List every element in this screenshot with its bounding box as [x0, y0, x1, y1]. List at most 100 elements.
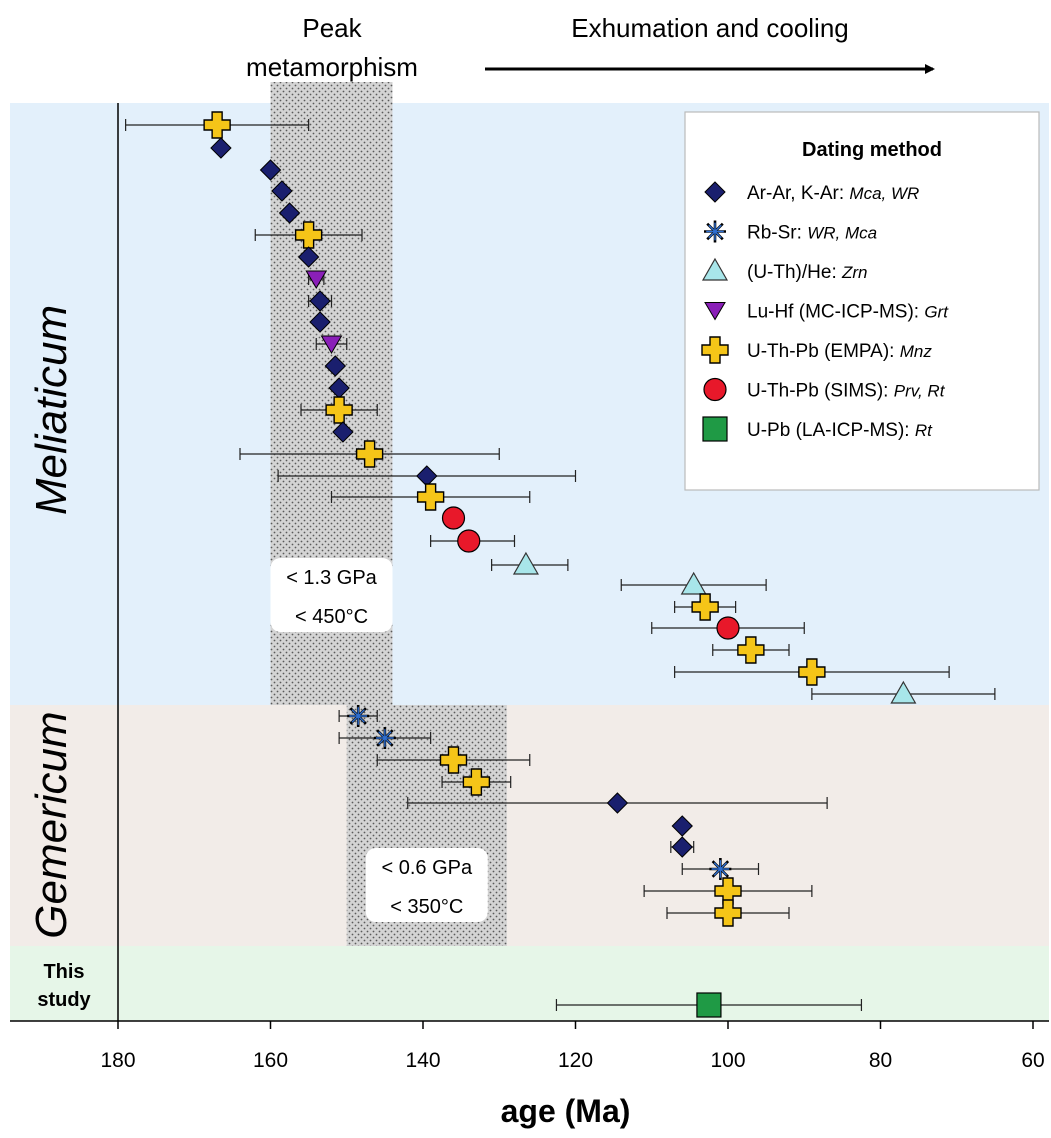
legend-label: (U-Th)/He: Zrn — [747, 262, 868, 283]
legend-entry-laicp: U-Pb (LA-ICP-MS): Rt — [702, 416, 933, 442]
x-tick-label: 80 — [869, 1049, 892, 1072]
data-point — [712, 636, 790, 664]
marker-ar — [606, 792, 629, 814]
data-point — [674, 658, 950, 686]
marker-luhf — [305, 270, 328, 289]
pt-label-box — [270, 558, 393, 632]
marker-laicp — [696, 992, 722, 1018]
exhumation-label: Exhumation and cooling — [571, 13, 849, 43]
marker-ar — [671, 836, 693, 858]
marker-ar — [309, 290, 331, 312]
marker-empa — [416, 483, 445, 511]
marker-rbsr — [709, 858, 732, 880]
x-tick-label: 100 — [710, 1049, 745, 1072]
data-point — [681, 858, 760, 880]
data-point — [300, 396, 378, 424]
marker-empa — [203, 111, 231, 139]
marker-uthhe — [680, 571, 707, 595]
marker-ar — [332, 421, 354, 443]
marker-empa — [294, 221, 323, 249]
marker-ar — [259, 159, 282, 181]
data-point — [651, 616, 805, 640]
marker-sims — [703, 377, 727, 402]
data-point — [430, 529, 516, 553]
data-point — [441, 506, 466, 530]
marker-uthhe — [512, 551, 539, 575]
data-point — [277, 465, 577, 487]
marker-empa — [701, 336, 729, 364]
data-point — [811, 680, 996, 704]
data-point — [308, 290, 333, 312]
data-point — [670, 836, 695, 858]
pt-label: < 0.6 GPa — [382, 857, 473, 879]
marker-laicp — [702, 416, 728, 442]
marker-rbsr — [347, 705, 370, 727]
marker-luhf — [320, 335, 343, 354]
data-point — [297, 246, 320, 268]
legend-box — [684, 111, 1040, 491]
legend-entry-sims: U-Th-Pb (SIMS): Prv, Rt — [703, 377, 946, 402]
legend-entry-uthhe: (U-Th)/He: Zrn — [701, 257, 868, 283]
data-point — [338, 727, 432, 749]
data-point — [332, 421, 354, 443]
data-point — [671, 815, 693, 837]
data-point — [210, 137, 232, 159]
band-label-meliaticum: Meliaticum — [27, 305, 76, 515]
legend-entry-rbsr: Rb-Sr: WR, Mca — [704, 220, 877, 244]
legend-entry-luhf: Lu-Hf (MC-ICP-MS): Grt — [704, 302, 949, 323]
data-point — [407, 792, 828, 814]
x-axis-title: age (Ma) — [501, 1093, 631, 1129]
marker-empa — [439, 746, 468, 774]
marker-empa — [462, 768, 491, 796]
data-point — [620, 571, 767, 595]
legend-entry-empa: U-Th-Pb (EMPA): Mnz — [701, 336, 932, 364]
x-tick-label: 160 — [253, 1049, 288, 1072]
peak-label-line1: Peak — [302, 13, 362, 43]
legend-label: U-Th-Pb (SIMS): Prv, Rt — [747, 381, 946, 402]
legend-label: Rb-Sr: WR, Mca — [747, 223, 877, 244]
legend-title: Dating method — [802, 139, 942, 161]
marker-ar — [309, 311, 331, 333]
pt-label: < 350°C — [390, 896, 463, 918]
x-tick-label: 180 — [100, 1049, 135, 1072]
marker-luhf — [704, 302, 726, 321]
data-point — [441, 768, 512, 796]
marker-ar — [278, 202, 301, 224]
marker-empa — [714, 899, 742, 927]
marker-uthhe — [701, 257, 729, 281]
data-point — [338, 705, 378, 727]
marker-ar — [271, 180, 293, 202]
band-this-study — [10, 946, 1049, 1021]
data-point — [555, 992, 863, 1018]
data-point — [254, 221, 363, 249]
marker-uthhe — [890, 680, 917, 704]
marker-ar — [704, 181, 726, 203]
legend-label: Ar-Ar, K-Ar: Mca, WR — [747, 183, 919, 204]
data-point — [324, 355, 347, 377]
data-point — [305, 270, 328, 289]
data-point — [315, 335, 348, 354]
marker-ar — [210, 137, 232, 159]
data-point — [259, 159, 282, 181]
data-point — [309, 311, 331, 333]
marker-sims — [457, 529, 481, 553]
band-label-gemericum: Gemericum — [27, 711, 76, 938]
x-tick-label: 120 — [558, 1049, 593, 1072]
marker-empa — [798, 658, 826, 686]
peak-label-line2: metamorphism — [246, 52, 418, 82]
data-point — [125, 111, 310, 139]
marker-rbsr — [704, 220, 726, 243]
band-gemericum — [10, 705, 1049, 946]
marker-ar — [671, 815, 693, 837]
legend-label: Lu-Hf (MC-ICP-MS): Grt — [747, 302, 949, 323]
marker-empa — [355, 440, 384, 468]
marker-empa — [691, 593, 719, 621]
data-point — [674, 593, 737, 621]
data-point — [239, 440, 500, 468]
band-label-this-study-line2: study — [37, 989, 91, 1011]
data-point — [666, 899, 790, 927]
band-label-this-study-line1: This — [43, 961, 84, 983]
marker-empa — [737, 636, 765, 664]
data-point — [271, 180, 293, 202]
marker-ar — [324, 355, 347, 377]
